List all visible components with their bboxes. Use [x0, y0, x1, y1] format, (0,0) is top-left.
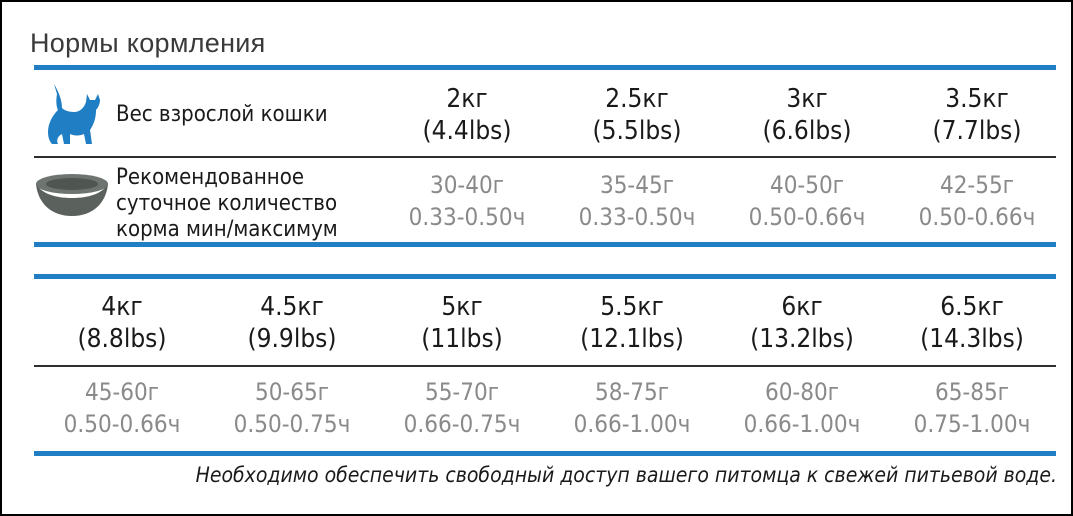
amount-label-line-1: Рекомендованное — [116, 165, 304, 190]
amount-cell-cups: 0.33-0.50ч — [578, 203, 696, 231]
row1-bottom-blue — [34, 242, 1056, 247]
weight-cell-lbs: (7.7lbs) — [932, 116, 1022, 146]
amount-cell-cups: 0.75-1.00ч — [913, 410, 1031, 438]
amount-cell-grams: 50-65г — [254, 378, 330, 406]
amount-cell-grams: 60-80г — [764, 378, 840, 406]
amount-label-line-2: суточное количество — [116, 191, 338, 216]
amount-cell-cups: 0.66-1.00ч — [573, 410, 691, 438]
amount-cell-cups: 0.50-0.66ч — [63, 410, 181, 438]
weight-cell-lbs: (11lbs) — [421, 324, 503, 354]
amount-cell-cups: 0.50-0.66ч — [748, 203, 866, 231]
row2-top-blue — [34, 274, 1056, 279]
amount-cell-cups: 0.66-0.75ч — [403, 410, 521, 438]
amount-cell-grams: 65-85г — [934, 378, 1010, 406]
cat-icon — [48, 84, 100, 144]
weight-cell-lbs: (4.4lbs) — [422, 116, 512, 146]
row2-divider — [34, 365, 1056, 367]
page-title: Нормы кормления — [30, 28, 266, 58]
weight-cell-lbs: (14.3lbs) — [920, 324, 1024, 354]
amount-cell-grams: 55-70г — [424, 378, 500, 406]
weight-cell-kg: 2кг — [446, 84, 488, 114]
weight-cell-kg: 4.5кг — [260, 292, 324, 322]
weight-cell-kg: 3.5кг — [945, 84, 1009, 114]
amount-cell-grams: 35-45г — [599, 171, 675, 199]
amount-cell-cups: 0.66-1.00ч — [743, 410, 861, 438]
bowl-icon — [36, 174, 108, 216]
footnote: Необходимо обеспечить свободный доступ в… — [195, 463, 1057, 487]
row2-bottom-blue — [34, 451, 1056, 456]
amount-label-line-3: корма мин/максимум — [116, 217, 338, 242]
amount-cell-grams: 30-40г — [429, 171, 505, 199]
weight-cell-kg: 5кг — [441, 292, 483, 322]
weight-cell-kg: 4кг — [101, 292, 143, 322]
amount-cell-cups: 0.50-0.75ч — [233, 410, 351, 438]
weight-cell-kg: 5.5кг — [600, 292, 664, 322]
weight-cell-lbs: (12.1lbs) — [580, 324, 684, 354]
amount-cell-grams: 42-55г — [939, 171, 1015, 199]
amount-cell-grams: 58-75г — [594, 378, 670, 406]
weight-cell-lbs: (6.6lbs) — [762, 116, 852, 146]
weight-cell-kg: 6.5кг — [940, 292, 1004, 322]
amount-cell-grams: 45-60г — [84, 378, 160, 406]
weight-cell-lbs: (8.8lbs) — [77, 324, 167, 354]
weight-cell-lbs: (5.5lbs) — [592, 116, 682, 146]
weight-cell-kg: 6кг — [781, 292, 823, 322]
amount-cell-cups: 0.50-0.66ч — [918, 203, 1036, 231]
top-divider-blue — [34, 65, 1056, 70]
weight-cell-kg: 3кг — [786, 84, 828, 114]
weight-cell-lbs: (9.9lbs) — [247, 324, 337, 354]
amount-cell-grams: 40-50г — [769, 171, 845, 199]
weight-label: Вес взрослой кошки — [116, 102, 328, 127]
weight-cell-kg: 2.5кг — [605, 84, 669, 114]
row1-divider — [34, 156, 1056, 158]
amount-cell-cups: 0.33-0.50ч — [408, 203, 526, 231]
weight-cell-lbs: (13.2lbs) — [750, 324, 854, 354]
